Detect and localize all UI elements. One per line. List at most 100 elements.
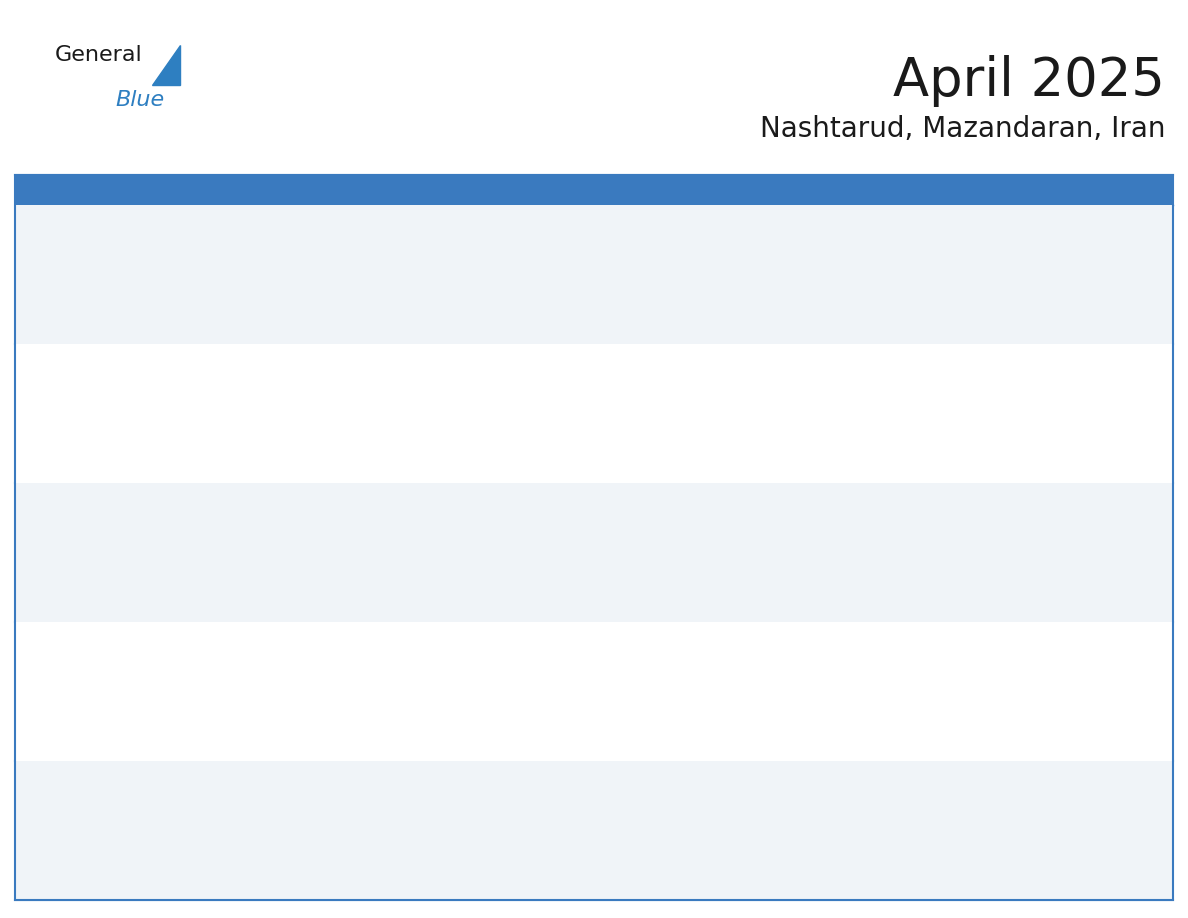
Text: 1: 1 (353, 211, 364, 229)
Text: Daylight: 13 hours: Daylight: 13 hours (1015, 555, 1130, 568)
Text: Sunrise: 5:13 AM: Sunrise: 5:13 AM (518, 795, 625, 808)
Text: Sunrise: 5:14 AM: Sunrise: 5:14 AM (353, 795, 459, 808)
Text: and 51 minutes.: and 51 minutes. (353, 435, 455, 448)
Text: Sunrise: 5:25 AM: Sunrise: 5:25 AM (23, 656, 128, 669)
Text: 18: 18 (849, 489, 871, 507)
Text: Daylight: 13 hours: Daylight: 13 hours (188, 833, 303, 846)
Text: Sunset: 6:47 PM: Sunset: 6:47 PM (684, 675, 785, 688)
Text: 19: 19 (1015, 489, 1036, 507)
Text: Daylight: 12 hours: Daylight: 12 hours (353, 416, 468, 429)
Text: 13: 13 (23, 489, 43, 507)
Text: Sunrise: 5:49 AM: Sunrise: 5:49 AM (684, 239, 790, 252)
Text: Sunrise: 5:29 AM: Sunrise: 5:29 AM (684, 517, 790, 530)
Text: Sunrise: 5:33 AM: Sunrise: 5:33 AM (188, 517, 293, 530)
Text: 15: 15 (353, 489, 374, 507)
Text: 12: 12 (1015, 350, 1036, 368)
Text: Sunset: 6:52 PM: Sunset: 6:52 PM (353, 814, 454, 827)
Text: Daylight: 12 hours: Daylight: 12 hours (849, 416, 965, 429)
Text: Sunset: 6:32 PM: Sunset: 6:32 PM (188, 397, 289, 410)
Text: 22: 22 (353, 628, 374, 646)
Text: Sunrise: 5:32 AM: Sunrise: 5:32 AM (353, 517, 459, 530)
Text: Daylight: 13 hours: Daylight: 13 hours (353, 555, 468, 568)
Text: Sunset: 6:49 PM: Sunset: 6:49 PM (1015, 675, 1116, 688)
Text: and 42 minutes.: and 42 minutes. (849, 296, 952, 309)
Text: Sunrise: 5:51 AM: Sunrise: 5:51 AM (353, 239, 459, 252)
Text: Friday: Friday (848, 183, 904, 197)
Text: Sunset: 6:44 PM: Sunset: 6:44 PM (23, 675, 124, 688)
Text: Daylight: 13 hours: Daylight: 13 hours (518, 833, 633, 846)
Text: and 44 minutes.: and 44 minutes. (1015, 296, 1117, 309)
Text: Sunrise: 5:22 AM: Sunrise: 5:22 AM (353, 656, 459, 669)
Text: Sunset: 6:31 PM: Sunset: 6:31 PM (23, 397, 124, 410)
Text: Sunday: Sunday (21, 183, 88, 197)
Text: 27: 27 (23, 767, 43, 785)
Text: Sunset: 6:39 PM: Sunset: 6:39 PM (353, 536, 454, 549)
Text: 11: 11 (849, 350, 871, 368)
Text: 4: 4 (849, 211, 860, 229)
Text: Sunset: 6:29 PM: Sunset: 6:29 PM (684, 258, 785, 271)
Text: Sunrise: 5:28 AM: Sunrise: 5:28 AM (849, 517, 955, 530)
Text: 21: 21 (188, 628, 209, 646)
Text: Sunset: 6:43 PM: Sunset: 6:43 PM (1015, 536, 1116, 549)
Text: Sunset: 6:33 PM: Sunset: 6:33 PM (353, 397, 454, 410)
Text: 26: 26 (1015, 628, 1036, 646)
Text: Sunrise: 5:43 AM: Sunrise: 5:43 AM (188, 378, 293, 391)
Text: Daylight: 13 hours: Daylight: 13 hours (518, 555, 633, 568)
Text: Sunset: 6:37 PM: Sunset: 6:37 PM (1015, 397, 1116, 410)
Text: and 25 minutes.: and 25 minutes. (518, 713, 620, 726)
Text: Sunrise: 5:16 AM: Sunrise: 5:16 AM (23, 795, 128, 808)
Text: Daylight: 12 hours: Daylight: 12 hours (518, 416, 633, 429)
Text: and 23 minutes.: and 23 minutes. (353, 713, 455, 726)
Text: and 54 minutes.: and 54 minutes. (518, 435, 620, 448)
Text: and 14 minutes.: and 14 minutes. (849, 574, 952, 587)
Text: and 0 minutes.: and 0 minutes. (1015, 435, 1108, 448)
Text: 5: 5 (1015, 211, 1025, 229)
Text: Sunset: 6:46 PM: Sunset: 6:46 PM (518, 675, 619, 688)
Text: Tuesday: Tuesday (352, 183, 425, 197)
Text: 14: 14 (188, 489, 209, 507)
Text: and 9 minutes.: and 9 minutes. (518, 574, 612, 587)
Text: Sunset: 6:51 PM: Sunset: 6:51 PM (188, 814, 289, 827)
Text: Daylight: 13 hours: Daylight: 13 hours (353, 694, 468, 707)
Text: Sunset: 6:27 PM: Sunset: 6:27 PM (353, 258, 454, 271)
Text: Sunset: 6:42 PM: Sunset: 6:42 PM (849, 536, 950, 549)
Text: Sunset: 6:38 PM: Sunset: 6:38 PM (188, 536, 289, 549)
Text: 24: 24 (684, 628, 704, 646)
Text: and 49 minutes.: and 49 minutes. (188, 435, 290, 448)
Text: and 56 minutes.: and 56 minutes. (684, 435, 785, 448)
Text: and 20 minutes.: and 20 minutes. (188, 713, 290, 726)
Text: Sunrise: 5:40 AM: Sunrise: 5:40 AM (518, 378, 625, 391)
Text: 25: 25 (849, 628, 871, 646)
Text: Monday: Monday (187, 183, 257, 197)
Text: Sunrise: 5:50 AM: Sunrise: 5:50 AM (518, 239, 625, 252)
Text: 8: 8 (353, 350, 364, 368)
Text: Sunset: 6:48 PM: Sunset: 6:48 PM (849, 675, 950, 688)
Text: Sunset: 6:38 PM: Sunset: 6:38 PM (23, 536, 124, 549)
Text: Sunrise: 5:44 AM: Sunrise: 5:44 AM (23, 378, 128, 391)
Text: and 33 minutes.: and 33 minutes. (23, 852, 124, 865)
Text: Daylight: 13 hours: Daylight: 13 hours (188, 694, 303, 707)
Text: Daylight: 13 hours: Daylight: 13 hours (23, 833, 138, 846)
Text: Thursday: Thursday (683, 183, 766, 197)
Text: Sunrise: 5:47 AM: Sunrise: 5:47 AM (849, 239, 955, 252)
Text: Sunrise: 5:39 AM: Sunrise: 5:39 AM (684, 378, 790, 391)
Text: Daylight: 13 hours: Daylight: 13 hours (1015, 416, 1130, 429)
Text: and 27 minutes.: and 27 minutes. (684, 713, 785, 726)
Text: Daylight: 12 hours: Daylight: 12 hours (518, 277, 633, 290)
Text: and 35 minutes.: and 35 minutes. (353, 296, 455, 309)
Text: Sunrise: 5:21 AM: Sunrise: 5:21 AM (518, 656, 625, 669)
Text: 7: 7 (188, 350, 198, 368)
Text: Sunset: 6:40 PM: Sunset: 6:40 PM (518, 536, 620, 549)
Text: 28: 28 (188, 767, 209, 785)
Text: and 7 minutes.: and 7 minutes. (353, 574, 447, 587)
Text: and 16 minutes.: and 16 minutes. (1015, 574, 1117, 587)
Text: 23: 23 (518, 628, 539, 646)
Text: 20: 20 (23, 628, 43, 646)
Text: 29: 29 (353, 767, 374, 785)
Text: Daylight: 13 hours: Daylight: 13 hours (684, 555, 800, 568)
Text: Sunrise: 5:46 AM: Sunrise: 5:46 AM (1015, 239, 1120, 252)
Text: 17: 17 (684, 489, 704, 507)
Text: Sunrise: 5:17 AM: Sunrise: 5:17 AM (1015, 656, 1120, 669)
Text: 16: 16 (518, 489, 539, 507)
Text: Daylight: 13 hours: Daylight: 13 hours (23, 555, 138, 568)
